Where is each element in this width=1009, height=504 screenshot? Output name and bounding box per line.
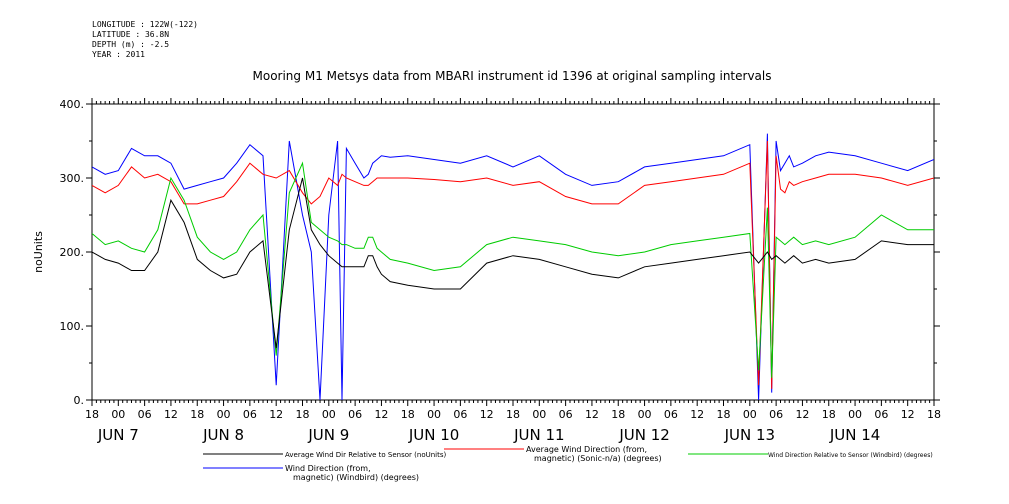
- x-tick-label: 12: [690, 408, 704, 421]
- x-tick-label: 06: [453, 408, 467, 421]
- x-tick-label: 06: [138, 408, 152, 421]
- x-tick-label: 00: [743, 408, 757, 421]
- x-tick-label: 18: [296, 408, 310, 421]
- x-tick-label: 06: [559, 408, 573, 421]
- x-day-label: JUN 14: [829, 426, 880, 444]
- metadata-depth: DEPTH (m) : -2.5: [92, 40, 170, 49]
- legend-label-2: Wind Direction Relative to Sensor (Windb…: [768, 452, 933, 459]
- x-day-label: JUN 8: [202, 426, 244, 444]
- x-tick-label: 18: [822, 408, 836, 421]
- y-tick-label: 200.: [60, 246, 85, 259]
- x-tick-label: 06: [243, 408, 257, 421]
- series-line-1: [92, 140, 934, 389]
- y-tick-label: 100.: [60, 320, 85, 333]
- x-tick-label: 18: [927, 408, 941, 421]
- x-tick-label: 00: [532, 408, 546, 421]
- legend-label-1: Average Wind Direction (from, magnetic) (…: [526, 445, 662, 463]
- x-tick-label: 00: [322, 408, 336, 421]
- y-tick-label: 400.: [60, 98, 85, 111]
- metadata-latitude: LATITUDE : 36.8N: [92, 30, 170, 39]
- x-day-label: JUN 12: [618, 426, 669, 444]
- x-tick-label: 06: [769, 408, 783, 421]
- x-day-label: JUN 10: [408, 426, 459, 444]
- x-tick-label: 12: [901, 408, 915, 421]
- plot-frame: [91, 103, 935, 401]
- y-tick-label: 300.: [60, 172, 85, 185]
- x-tick-label: 18: [506, 408, 520, 421]
- x-tick-label: 12: [164, 408, 178, 421]
- x-axis: 18 00 06 12 18 00 06 12 18 00 06 12 18 00 06 12 18 00 06 12…: [85, 98, 941, 444]
- x-tick-label: 18: [611, 408, 625, 421]
- x-tick-label: 18: [85, 408, 99, 421]
- y-tick-label: 0.: [74, 394, 85, 407]
- metadata-block: LONGITUDE : 122W(-122) LATITUDE : 36.8N …: [92, 20, 198, 60]
- chart-title: Mooring M1 Metsys data from MBARI instru…: [253, 69, 772, 83]
- x-tick-label: 00: [848, 408, 862, 421]
- x-day-label: JUN 11: [513, 426, 564, 444]
- y-axis-label: noUnits: [32, 231, 45, 273]
- legend-label-3: Average Wind Dir Relative to Sensor (noU…: [285, 451, 446, 459]
- x-tick-label: 18: [717, 408, 731, 421]
- x-tick-label: 06: [664, 408, 678, 421]
- x-tick-label: 06: [874, 408, 888, 421]
- x-tick-label: 00: [217, 408, 231, 421]
- x-tick-label: 12: [585, 408, 599, 421]
- x-tick-label: 06: [348, 408, 362, 421]
- x-day-label: JUN 9: [307, 426, 349, 444]
- x-tick-label: 12: [374, 408, 388, 421]
- x-tick-label: 00: [427, 408, 441, 421]
- x-tick-label: 12: [795, 408, 809, 421]
- x-tick-label: 18: [190, 408, 204, 421]
- x-tick-label: 18: [401, 408, 415, 421]
- x-tick-label: 00: [111, 408, 125, 421]
- x-tick-label: 12: [480, 408, 494, 421]
- x-day-label: JUN 7: [97, 426, 139, 444]
- series-layer: [92, 133, 934, 400]
- series-line-0: [92, 133, 934, 400]
- series-line-2: [92, 161, 934, 378]
- legend: Average Wind Dir Relative to Sensor (noU…: [203, 445, 933, 482]
- legend-label-0: Wind Direction (from, magnetic) (Windbird…: [285, 464, 419, 482]
- x-tick-label: 00: [638, 408, 652, 421]
- x-tick-label: 12: [269, 408, 283, 421]
- series-line-3: [92, 177, 934, 349]
- y-axis: 0. 100. 200. 300. 400.: [60, 98, 940, 407]
- metadata-year: YEAR : 2011: [92, 50, 145, 59]
- x-day-label: JUN 13: [724, 426, 775, 444]
- metadata-longitude: LONGITUDE : 122W(-122): [92, 20, 198, 29]
